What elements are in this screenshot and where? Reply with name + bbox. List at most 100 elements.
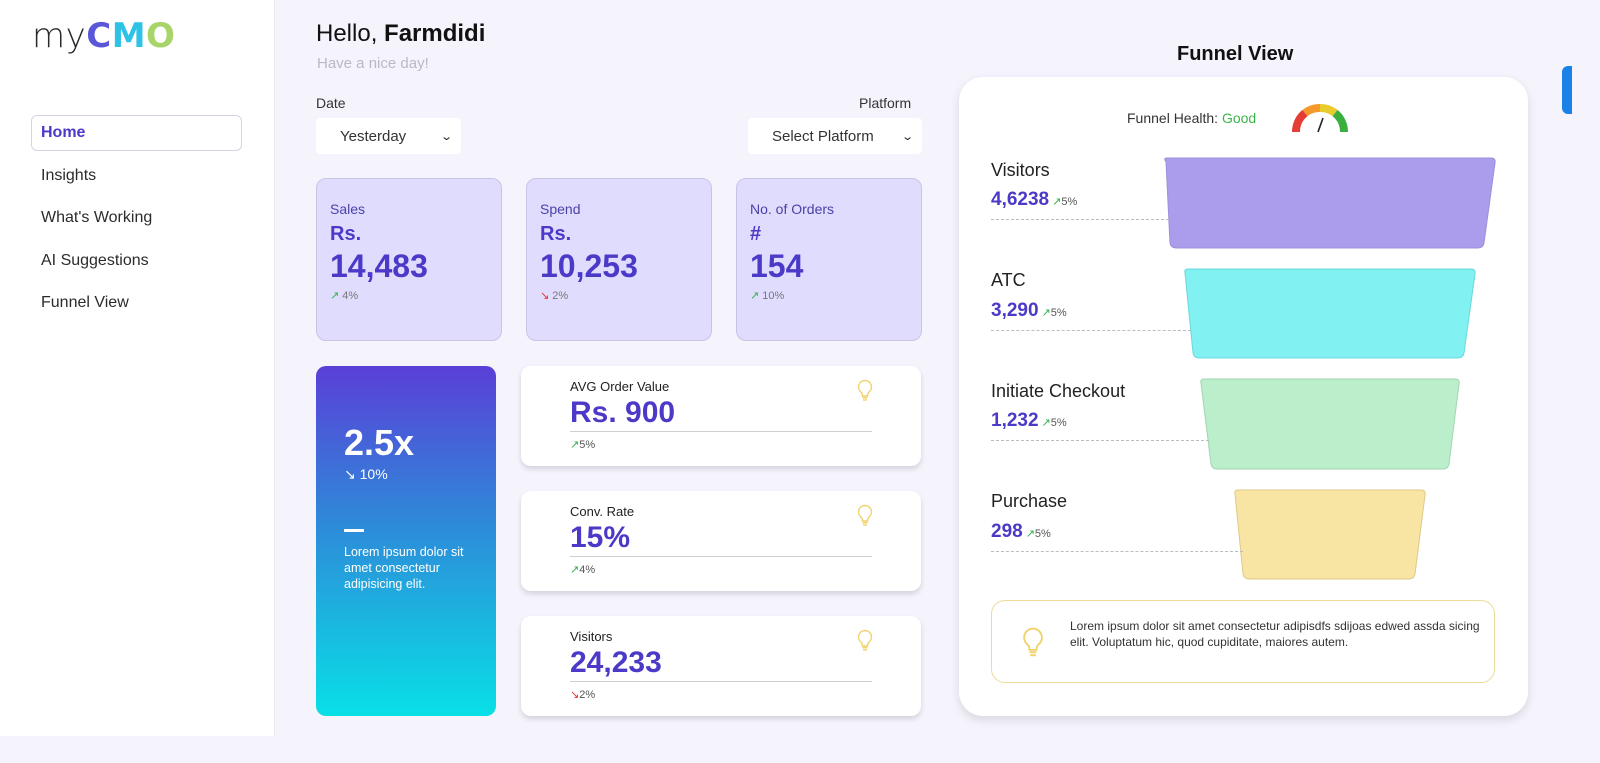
dashed-connector	[991, 330, 1191, 331]
arrow-up-icon: ↗	[750, 290, 760, 302]
metric-change-value: 5%	[579, 439, 596, 451]
dashed-connector	[991, 219, 1169, 220]
sidebar-item-whats-working[interactable]: What's Working	[41, 209, 153, 226]
funnel-insight-text: Lorem ipsum dolor sit amet consectetur a…	[1070, 619, 1480, 649]
funnel-health-value: Good	[1221, 110, 1257, 126]
funnel-stage-change: 5%	[1050, 307, 1067, 319]
arrow-down-icon: ↘	[540, 290, 550, 302]
funnel-stage-purchase[interactable]	[1234, 489, 1426, 580]
sidebar-item-home[interactable]: Home	[31, 115, 242, 151]
divider	[344, 529, 364, 532]
kpi-change: ↗ 4%	[330, 289, 501, 302]
kpi-value: 14,483	[330, 248, 428, 284]
metric-change-value: 2%	[579, 689, 596, 701]
gauge-icon	[1292, 104, 1348, 133]
funnel-stage-number: 3,290	[991, 300, 1039, 321]
funnel-stage-value: 4,6238 ↗5%	[991, 189, 1077, 211]
metric-value: 15%	[570, 521, 631, 554]
kpi-value: 10,253	[540, 248, 638, 284]
funnel-stage-value: 3,290 ↗5%	[991, 300, 1067, 322]
kpi-label: No. of Orders	[750, 201, 835, 217]
metric-value: Rs. 900	[570, 396, 676, 429]
kpi-unit: #	[750, 223, 762, 245]
dashed-connector	[991, 440, 1209, 441]
kpi-card-spend[interactable]: Spend Rs. 10,253 ↘ 2%	[526, 178, 712, 341]
greeting-text: Hello,	[316, 20, 378, 47]
logo[interactable]: myCMO	[32, 16, 175, 56]
platform-select[interactable]: Select Platform ⌄	[748, 118, 922, 154]
logo-o: O	[146, 16, 176, 56]
funnel-stage-number: 298	[991, 521, 1023, 542]
funnel-health-label: Funnel Health:	[1127, 110, 1219, 126]
funnel-stage-change: 5%	[1034, 528, 1051, 540]
funnel-stage-value: 1,232 ↗5%	[991, 410, 1067, 432]
chevron-down-icon: ⌄	[439, 130, 453, 143]
roas-value: 2.5x	[344, 422, 415, 463]
platform-select-value: Select Platform	[772, 127, 874, 145]
metric-card-visitors[interactable]: Visitors 24,233 ↘2%	[521, 616, 921, 716]
metric-card-conv-rate[interactable]: Conv. Rate 15% ↗4%	[521, 491, 921, 591]
funnel-stage-label: Visitors	[991, 160, 1050, 180]
logo-c: C	[86, 16, 112, 56]
sidebar-item-insights[interactable]: Insights	[41, 166, 97, 184]
metric-label: Visitors	[570, 629, 613, 644]
funnel-stage-value: 298 ↗5%	[991, 521, 1051, 543]
kpi-label: Sales	[330, 201, 366, 217]
roas-change-value: 10%	[359, 466, 388, 482]
kpi-unit: Rs.	[330, 223, 362, 245]
logo-m: M	[111, 16, 147, 56]
side-panel-tab[interactable]	[1562, 66, 1572, 114]
roas-card[interactable]: 2.5x ↘ 10% Lorem ipsum dolor sit amet co…	[316, 366, 496, 716]
lightbulb-icon[interactable]	[857, 504, 873, 528]
funnel-stage-label: ATC	[991, 270, 1026, 290]
funnel-stage-atc[interactable]	[1184, 268, 1476, 359]
lightbulb-icon[interactable]	[857, 629, 873, 653]
kpi-unit: Rs.	[540, 223, 572, 245]
funnel-stage-label: Purchase	[991, 491, 1068, 511]
metric-label: Conv. Rate	[570, 504, 635, 519]
kpi-change: ↘ 2%	[540, 289, 711, 302]
funnel-health: Funnel Health: Good	[1127, 110, 1256, 126]
metric-label: AVG Order Value	[570, 379, 670, 394]
divider	[570, 681, 872, 682]
arrow-down-icon: ↘	[344, 466, 356, 482]
funnel-stage-initiate-checkout[interactable]	[1200, 378, 1460, 470]
funnel-title: Funnel View	[1177, 43, 1294, 65]
arrow-up-icon: ↗	[1052, 196, 1062, 208]
arrow-up-icon: ↗	[570, 564, 580, 576]
funnel-stage-change: 5%	[1061, 196, 1078, 208]
sidebar-item-funnel-view[interactable]: Funnel View	[41, 294, 129, 311]
date-select-value: Yesterday	[340, 127, 407, 145]
metric-value: 24,233	[570, 646, 662, 679]
funnel-stage-label: Initiate Checkout	[991, 381, 1126, 401]
sidebar-item-ai-suggestions[interactable]: AI Suggestions	[41, 251, 149, 269]
kpi-card-sales[interactable]: Sales Rs. 14,483 ↗ 4%	[316, 178, 502, 341]
divider	[570, 431, 872, 432]
kpi-value: 154	[750, 248, 804, 284]
user-name: Farmdidi	[384, 20, 486, 47]
roas-change: ↘ 10%	[344, 466, 496, 483]
divider	[570, 556, 872, 557]
greeting-subtitle: Have a nice day!	[317, 55, 429, 72]
sidebar-nav: Home Insights What's Working AI Suggesti…	[31, 115, 242, 328]
funnel-stage-change: 5%	[1050, 417, 1067, 429]
kpi-label: Spend	[540, 201, 581, 217]
platform-label: Platform	[859, 95, 912, 111]
funnel-chart	[1164, 157, 1496, 580]
arrow-up-icon: ↗	[330, 290, 340, 302]
funnel-stage-visitors[interactable]	[1164, 157, 1496, 249]
funnel-stage-number: 1,232	[991, 410, 1039, 431]
arrow-up-icon: ↗	[1041, 417, 1051, 429]
arrow-down-icon: ↘	[570, 689, 580, 701]
kpi-card-orders[interactable]: No. of Orders # 154 ↗ 10%	[736, 178, 922, 341]
dashed-connector	[991, 551, 1243, 552]
logo-prefix: my	[32, 16, 87, 56]
metric-change-value: 4%	[579, 564, 596, 576]
date-label: Date	[316, 95, 346, 111]
kpi-change-value: 4%	[342, 290, 359, 302]
metric-card-avg-order-value[interactable]: AVG Order Value Rs. 900 ↗5%	[521, 366, 921, 466]
date-select[interactable]: Yesterday ⌄	[316, 118, 461, 154]
kpi-change-value: 10%	[762, 290, 785, 302]
lightbulb-icon[interactable]	[857, 379, 873, 403]
sidebar: myCMO Home Insights What's Working AI Su…	[0, 0, 275, 736]
